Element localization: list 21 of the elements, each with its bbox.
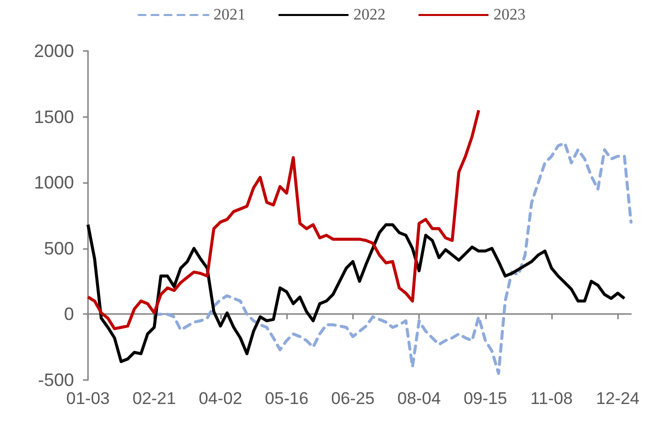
y-tick-label: -500 (38, 370, 74, 390)
x-tick-label: 05-16 (264, 389, 308, 408)
line-series (152, 142, 632, 375)
legend-label: 2022 (354, 6, 386, 24)
x-tick-label: 09-15 (464, 389, 508, 408)
x-tick-label: 12-24 (596, 389, 640, 408)
line-series (86, 223, 626, 364)
y-tick-label: 2000 (34, 41, 74, 61)
legend-label: 2023 (494, 6, 526, 24)
x-tick-label: 02-21 (132, 389, 176, 408)
y-tick-label: 500 (44, 238, 74, 258)
y-tick-label: 0 (64, 304, 74, 324)
y-tick-label: 1000 (34, 172, 74, 193)
legend-label: 2021 (214, 6, 246, 24)
x-tick-label: 04-02 (198, 389, 242, 408)
x-tick-label: 08-04 (397, 389, 441, 408)
x-tick-label: 11-08 (530, 389, 573, 408)
y-tick-label: 1500 (34, 106, 74, 127)
line-series (86, 108, 480, 330)
x-tick-label: 01-03 (66, 389, 110, 408)
x-tick-label: 06-25 (331, 389, 375, 408)
